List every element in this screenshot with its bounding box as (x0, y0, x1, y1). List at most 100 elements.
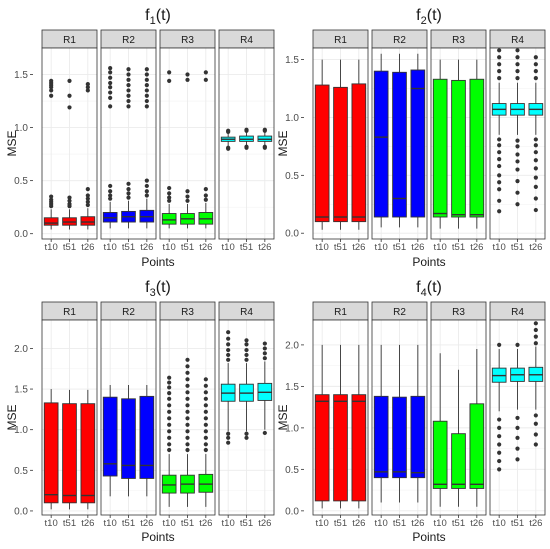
outlier-point (185, 77, 190, 82)
outlier-point (167, 396, 172, 401)
facet-border (100, 319, 157, 516)
x-tick-label: t26 (352, 242, 365, 253)
chart-title: f3(t) (145, 279, 171, 299)
chart-4: f4(t) MSE 0.0 0.5 1.0 1.5 2.0 Points R1 t10 t51 t26… (276, 279, 546, 544)
x-tick-label: t26 (470, 518, 483, 529)
x-axis-label: Points (412, 255, 445, 269)
box-t10 (314, 59, 330, 230)
outlier-point (497, 55, 502, 60)
outlier-point (144, 93, 149, 98)
outlier-point (167, 70, 172, 75)
outlier-point (167, 429, 172, 434)
outlier-point (108, 75, 113, 80)
outlier-point (167, 375, 172, 380)
outlier-point (515, 152, 520, 157)
box-body (373, 395, 389, 479)
x-tick-label: t51 (334, 242, 347, 253)
box-t26 (257, 341, 273, 436)
box-t51 (121, 385, 136, 497)
box-t51 (121, 67, 136, 229)
x-tick-label: t10 (104, 518, 117, 529)
box-body (469, 78, 485, 218)
box-t10 (43, 389, 59, 510)
box-t51 (333, 344, 348, 509)
y-tick-label: 0.5 (14, 176, 28, 187)
facet-border (312, 47, 369, 240)
outlier-point (203, 435, 208, 440)
outlier-point (185, 416, 190, 421)
x-tick-label: t10 (163, 518, 176, 529)
chart-title-suffix: (t) (427, 7, 442, 24)
outlier-point (497, 467, 502, 472)
x-tick-label: t51 (240, 518, 253, 529)
x-tick-label: t51 (181, 518, 194, 529)
facet-r2: R2 t10 t51 t26 (371, 29, 428, 253)
outlier-point (244, 357, 249, 362)
facet-strip-label: R2 (393, 307, 406, 318)
outlier-point (85, 187, 90, 192)
outlier-point (185, 403, 190, 408)
y-tick-label: 2.0 (14, 344, 28, 355)
outlier-point (226, 435, 231, 440)
box-t10 (161, 375, 177, 507)
y-tick-label: 1.0 (14, 425, 28, 436)
box-t10 (220, 128, 236, 151)
outlier-point (167, 403, 172, 408)
outlier-point (203, 442, 208, 447)
outlier-point (108, 85, 113, 90)
outlier-point (533, 321, 538, 326)
outlier-point (203, 390, 208, 395)
box-t51 (62, 389, 77, 510)
outlier-point (533, 62, 538, 67)
x-tick-label: t10 (434, 242, 447, 253)
x-tick-label: t10 (163, 242, 176, 253)
x-tick-label: t26 (352, 518, 365, 529)
facet-border (159, 47, 216, 240)
box-body (43, 402, 59, 504)
outlier-point (244, 127, 249, 132)
chart-title-suffix: (t) (156, 7, 171, 24)
box-t51 (451, 59, 466, 229)
x-tick-label: t10 (434, 518, 447, 529)
x-tick-label: t51 (393, 518, 406, 529)
chart-title-subscript: 1 (150, 15, 156, 27)
box-body (333, 394, 348, 502)
x-tick-label: t51 (122, 242, 135, 253)
x-tick-label: t26 (140, 242, 153, 253)
outlier-point (515, 190, 520, 195)
x-tick-label: t26 (411, 518, 424, 529)
box-t51 (510, 48, 525, 207)
outlier-point (497, 342, 502, 347)
box-body (392, 71, 407, 218)
box-t26 (351, 344, 367, 509)
box-body (102, 396, 118, 477)
outlier-point (226, 352, 231, 358)
outlier-point (167, 422, 172, 427)
outlier-point (126, 104, 131, 109)
box-t26 (469, 349, 485, 507)
outlier-point (226, 330, 231, 335)
outlier-point (226, 357, 231, 362)
outlier-point (185, 383, 190, 388)
facet-border (159, 319, 216, 516)
box-body (139, 395, 155, 479)
outlier-point (167, 185, 172, 191)
outlier-point (67, 198, 72, 203)
x-tick-label: t10 (375, 242, 388, 253)
outlier-point (108, 183, 113, 189)
facet-border (489, 319, 546, 516)
outlier-point (497, 450, 502, 455)
box-t51 (451, 369, 466, 507)
facet-strip-label: R1 (334, 307, 347, 318)
box-body (373, 70, 389, 218)
outlier-point (497, 425, 502, 430)
outlier-point (203, 377, 208, 382)
outlier-point (497, 48, 502, 53)
box-t26 (528, 321, 544, 447)
facet-border (41, 319, 98, 516)
outlier-point (167, 416, 172, 421)
facet-strip-label: R3 (181, 35, 194, 46)
x-tick-label: t26 (199, 518, 212, 529)
facet-r4: R4 t10 t51 t26 (218, 301, 275, 529)
